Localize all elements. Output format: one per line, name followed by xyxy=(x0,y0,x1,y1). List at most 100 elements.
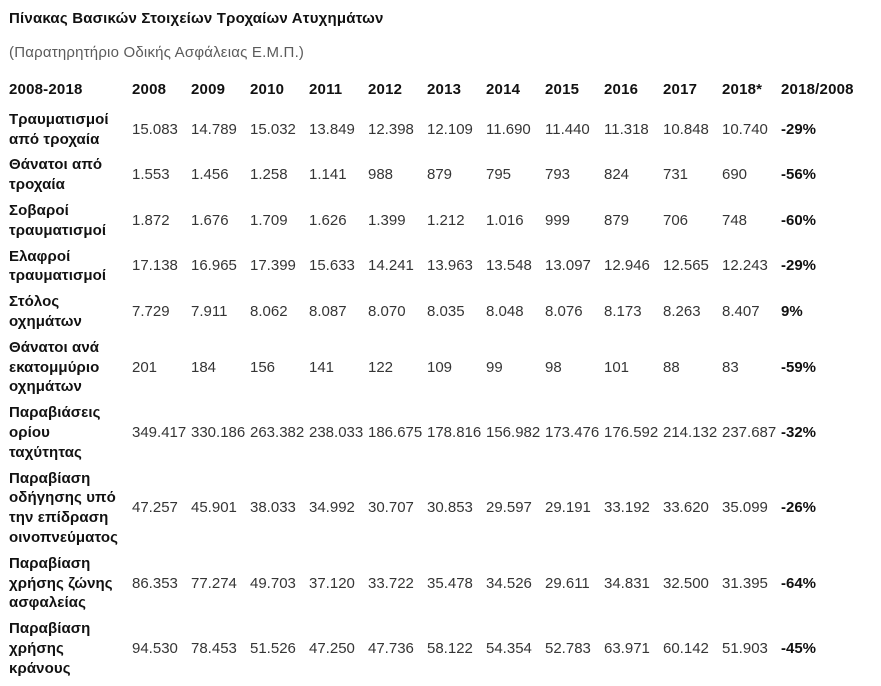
value-cell: 12.243 xyxy=(722,257,768,275)
value-cell: 32.500 xyxy=(663,574,709,592)
value-cell: 14.789 xyxy=(191,120,237,138)
value-cell: 29.191 xyxy=(545,499,591,517)
value-cell: 47.257 xyxy=(132,499,178,517)
column-header: 2009 xyxy=(191,81,226,98)
value-cell: 156.982 xyxy=(486,423,541,441)
value-cell: 122 xyxy=(368,358,394,376)
row-label: Παραβίαση οδήγησης υπό την επίδραση οινο… xyxy=(9,469,119,546)
value-cell: 11.690 xyxy=(486,120,531,138)
value-cell: 731 xyxy=(663,166,689,184)
value-cell: 8.087 xyxy=(309,303,347,321)
row-label: Σοβαροί τραυματισμοί xyxy=(9,201,107,239)
change-cell: -56% xyxy=(781,166,817,184)
row-label: Στόλος οχημάτων xyxy=(9,293,82,330)
column-header: 2012 xyxy=(368,81,403,98)
table-row: Θάνατοι από τροχαία 1.553 1.456 1.258 1.141 9… xyxy=(9,152,873,198)
row-label: Ελαφροί τραυματισμοί xyxy=(9,247,107,285)
value-cell: 156 xyxy=(250,358,276,376)
value-cell: 63.971 xyxy=(604,639,650,657)
value-cell: 34.526 xyxy=(486,574,532,592)
value-cell: 86.353 xyxy=(132,574,178,592)
column-header: 2018/2008 xyxy=(781,81,854,98)
value-cell: 94.530 xyxy=(132,639,178,657)
column-header-period: 2008-2018 xyxy=(9,81,83,98)
column-header: 2018* xyxy=(722,81,763,98)
column-header: 2011 xyxy=(309,81,343,98)
change-cell: -29% xyxy=(781,120,817,138)
table-row: Παραβίαση χρήσης ζώνης ασφαλείας 86.353 77… xyxy=(9,551,873,616)
value-cell: 12.398 xyxy=(368,120,414,138)
value-cell: 10.848 xyxy=(663,120,709,138)
value-cell: 7.911 xyxy=(191,303,228,321)
value-cell: 16.965 xyxy=(191,257,237,275)
value-cell: 52.783 xyxy=(545,639,591,657)
row-label: Θάνατοι από τροχαία xyxy=(9,156,103,194)
value-cell: 78.453 xyxy=(191,639,237,657)
value-cell: 795 xyxy=(486,166,512,184)
value-cell: 176.592 xyxy=(604,423,659,441)
value-cell: 14.241 xyxy=(368,257,414,275)
value-cell: 706 xyxy=(663,211,689,229)
value-cell: 109 xyxy=(427,358,453,376)
table-row: Παραβίαση χρήσης κράνους 94.530 78.453 51.5… xyxy=(9,616,873,681)
value-cell: 99 xyxy=(486,358,503,376)
value-cell: 1.016 xyxy=(486,211,524,229)
value-cell: 8.070 xyxy=(368,303,406,321)
value-cell: 1.258 xyxy=(250,166,288,184)
value-cell: 37.120 xyxy=(309,574,355,592)
value-cell: 15.083 xyxy=(132,120,178,138)
value-cell: 1.456 xyxy=(191,166,229,184)
column-header: 2010 xyxy=(250,81,285,98)
value-cell: 879 xyxy=(604,211,630,229)
change-cell: -60% xyxy=(781,211,817,229)
value-cell: 8.048 xyxy=(486,303,524,321)
value-cell: 173.476 xyxy=(545,423,600,441)
value-cell: 15.032 xyxy=(250,120,296,138)
column-header: 2017 xyxy=(663,81,698,98)
value-cell: 11.318 xyxy=(604,120,649,138)
value-cell: 824 xyxy=(604,166,630,184)
value-cell: 1.553 xyxy=(132,166,170,184)
value-cell: 141 xyxy=(309,358,335,376)
row-label: Τραυματισμοί από τροχαία xyxy=(9,110,109,148)
value-cell: 33.192 xyxy=(604,499,650,517)
column-header: 2016 xyxy=(604,81,639,98)
value-cell: 1.212 xyxy=(427,211,465,229)
value-cell: 186.675 xyxy=(368,423,423,441)
value-cell: 30.707 xyxy=(368,499,414,517)
value-cell: 58.122 xyxy=(427,639,473,657)
value-cell: 29.597 xyxy=(486,499,532,517)
value-cell: 33.722 xyxy=(368,574,414,592)
value-cell: 1.872 xyxy=(132,211,170,229)
value-cell: 13.097 xyxy=(545,257,591,275)
value-cell: 7.729 xyxy=(132,303,170,321)
value-cell: 11.440 xyxy=(545,120,590,138)
value-cell: 12.565 xyxy=(663,257,709,275)
value-cell: 748 xyxy=(722,211,748,229)
value-cell: 47.250 xyxy=(309,639,355,657)
value-cell: 17.399 xyxy=(250,257,296,275)
value-cell: 13.849 xyxy=(309,120,355,138)
value-cell: 8.263 xyxy=(663,303,701,321)
value-cell: 98 xyxy=(545,358,562,376)
table-header-row: 2008-2018 2008 2009 2010 2011 2012 2013 2014 201… xyxy=(9,71,873,107)
value-cell: 54.354 xyxy=(486,639,532,657)
value-cell: 8.173 xyxy=(604,303,642,321)
value-cell: 17.138 xyxy=(132,257,178,275)
value-cell: 35.099 xyxy=(722,499,768,517)
column-header: 2008 xyxy=(132,81,167,98)
value-cell: 184 xyxy=(191,358,217,376)
value-cell: 1.141 xyxy=(309,166,347,184)
value-cell: 349.417 xyxy=(132,423,187,441)
value-cell: 879 xyxy=(427,166,453,184)
value-cell: 34.992 xyxy=(309,499,355,517)
value-cell: 77.274 xyxy=(191,574,237,592)
value-cell: 45.901 xyxy=(191,499,237,517)
value-cell: 12.946 xyxy=(604,257,650,275)
value-cell: 263.382 xyxy=(250,423,305,441)
table-row: Στόλος οχημάτων 7.729 7.911 8.062 8.087 8.070… xyxy=(9,289,873,335)
value-cell: 1.676 xyxy=(191,211,229,229)
row-label: Παραβίαση χρήσης κράνους xyxy=(9,620,91,677)
change-cell: -45% xyxy=(781,639,817,657)
